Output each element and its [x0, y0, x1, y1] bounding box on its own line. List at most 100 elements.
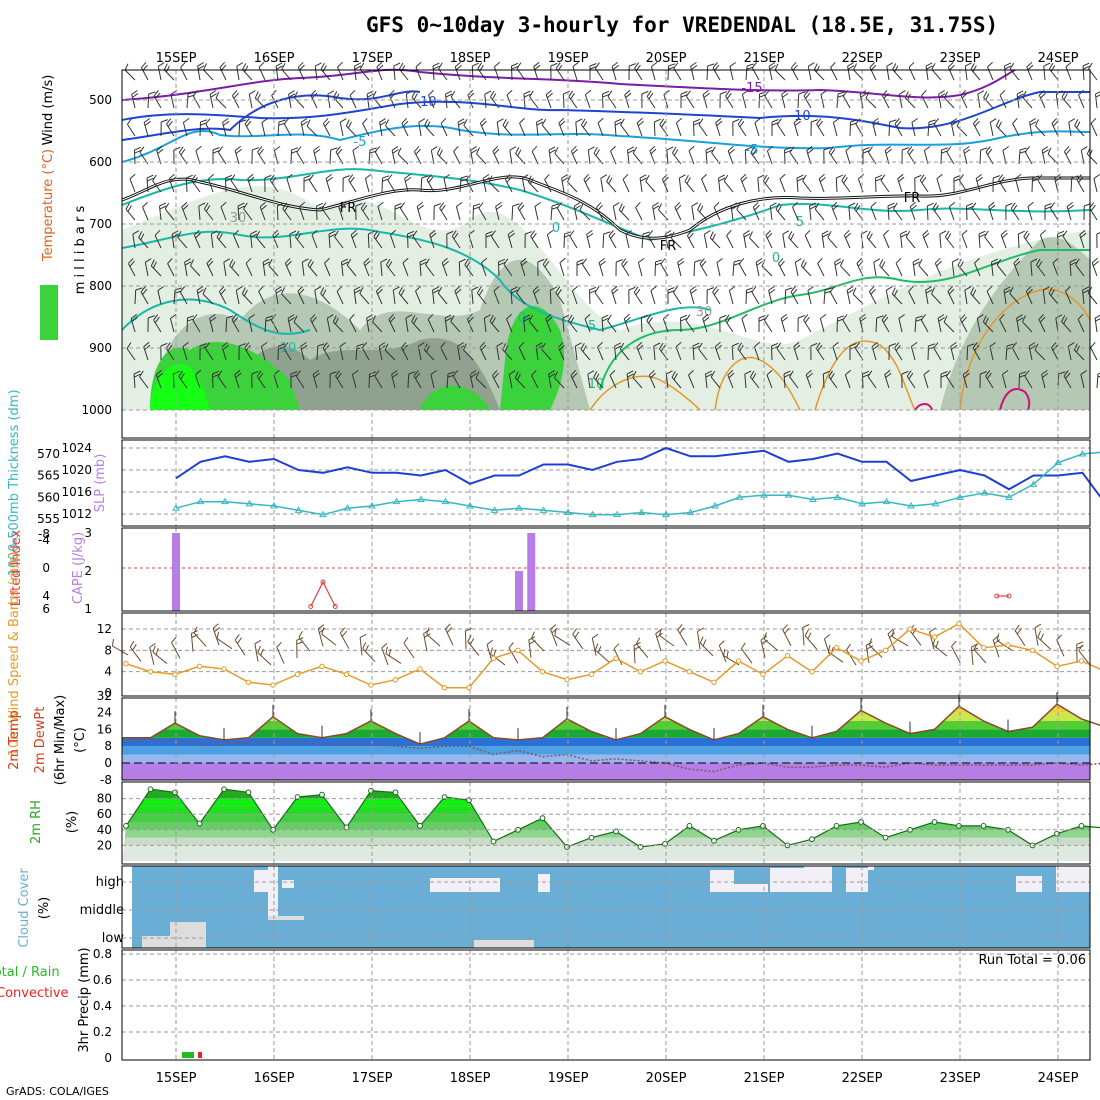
wind-barb [482, 174, 490, 179]
wind-barb [483, 318, 487, 333]
wind-barb [314, 290, 318, 305]
wind-barb-10m [554, 635, 571, 646]
wind-barb [364, 260, 371, 267]
wind-barb [752, 201, 759, 208]
wind-barb [627, 149, 635, 154]
thickness-point [392, 497, 401, 505]
wind-barb [875, 177, 883, 182]
wind-barb [885, 290, 890, 305]
wind-barb [694, 259, 702, 263]
wind-barb [810, 342, 818, 347]
wind-barb [220, 288, 226, 295]
wind-barb [124, 69, 136, 81]
wind-barb [774, 63, 779, 71]
wind-barb [975, 173, 982, 179]
wind-barb [832, 122, 838, 137]
wind-barb [883, 316, 889, 323]
wind-barb [693, 121, 701, 126]
wind-barb [828, 146, 834, 153]
wind-barb [964, 66, 968, 81]
wind-barb [152, 261, 157, 269]
wind-barb [658, 342, 664, 350]
wind-barb [788, 237, 799, 249]
wind-barb-10m [112, 645, 129, 656]
wind-barb-10m [636, 643, 649, 659]
wind-barb [339, 122, 344, 137]
wind-barb [677, 257, 684, 263]
wind-barb [1018, 373, 1020, 389]
wind-barb [489, 90, 495, 98]
wind-barb [504, 121, 509, 128]
wind-barb [988, 201, 995, 208]
wind-barb [703, 92, 710, 98]
wind-barb [336, 372, 342, 380]
wind-barb [780, 318, 786, 333]
wind-barb [922, 229, 929, 236]
wind-barb [180, 148, 186, 156]
wind-barb [938, 93, 946, 98]
wind-barb [1050, 347, 1059, 361]
wind-barb [1051, 123, 1059, 137]
wind-barb [145, 258, 152, 263]
wind-barb [387, 179, 396, 193]
wind-barb [206, 257, 213, 264]
wind-barb [621, 263, 630, 277]
wind-barb [973, 118, 979, 124]
wind-barb [290, 374, 298, 378]
wind-barb [828, 370, 834, 377]
wind-barb [779, 260, 785, 267]
wind-barb [286, 260, 292, 267]
wind-barb [382, 175, 390, 179]
wind-speed-point [539, 668, 546, 675]
wind-barb [477, 68, 487, 81]
wind-barb [231, 314, 237, 321]
wind-barb-10m [381, 643, 388, 649]
wind-barb [894, 65, 899, 73]
wind-barb [222, 344, 229, 350]
wind-barb [155, 374, 162, 389]
wind-barb [800, 259, 805, 267]
temp-tick-label: 16 [97, 722, 112, 736]
wind-barb [1065, 148, 1071, 155]
wind-barb [306, 119, 311, 127]
wind-barb [607, 320, 617, 333]
wind-barb [233, 229, 239, 236]
wind-barb [523, 318, 526, 333]
wind-barb [725, 90, 731, 97]
wind-barb [294, 91, 298, 99]
wind-barb [920, 314, 927, 321]
wind-barb-10m [486, 639, 493, 645]
wind-barb-10m [321, 627, 325, 635]
wind-barb [407, 233, 415, 238]
wind-speed-point [515, 647, 521, 654]
wind-barb [1067, 204, 1074, 210]
wind-barb [490, 230, 496, 237]
wind-barb [843, 234, 851, 249]
wind-barb [354, 66, 357, 81]
wind-barb [557, 289, 562, 296]
wind-barb [387, 174, 393, 181]
wind-barb [276, 65, 283, 70]
wind-barb [258, 372, 264, 380]
wind-barb [1095, 94, 1100, 98]
wind-barb [245, 257, 252, 264]
cape-frame [121, 527, 1091, 612]
wind-barb [953, 178, 961, 182]
wind-barb [1012, 123, 1020, 137]
wind-barb [493, 66, 500, 81]
wind-barb [430, 370, 437, 375]
wind-barb [141, 62, 147, 68]
contour-label: 30 [696, 305, 713, 320]
wind-barb [611, 66, 617, 81]
rh-point [147, 786, 154, 793]
wind-barb [173, 289, 176, 305]
wind-barb [1052, 257, 1059, 264]
wind-barb [497, 118, 504, 123]
thickness-point [588, 510, 597, 518]
wind-barb [133, 373, 141, 378]
wind-barb [1065, 66, 1072, 81]
thickness-point [784, 491, 793, 498]
wind-barb [842, 319, 851, 333]
wind-barb-10m [697, 631, 701, 650]
wind-barb [272, 234, 279, 249]
